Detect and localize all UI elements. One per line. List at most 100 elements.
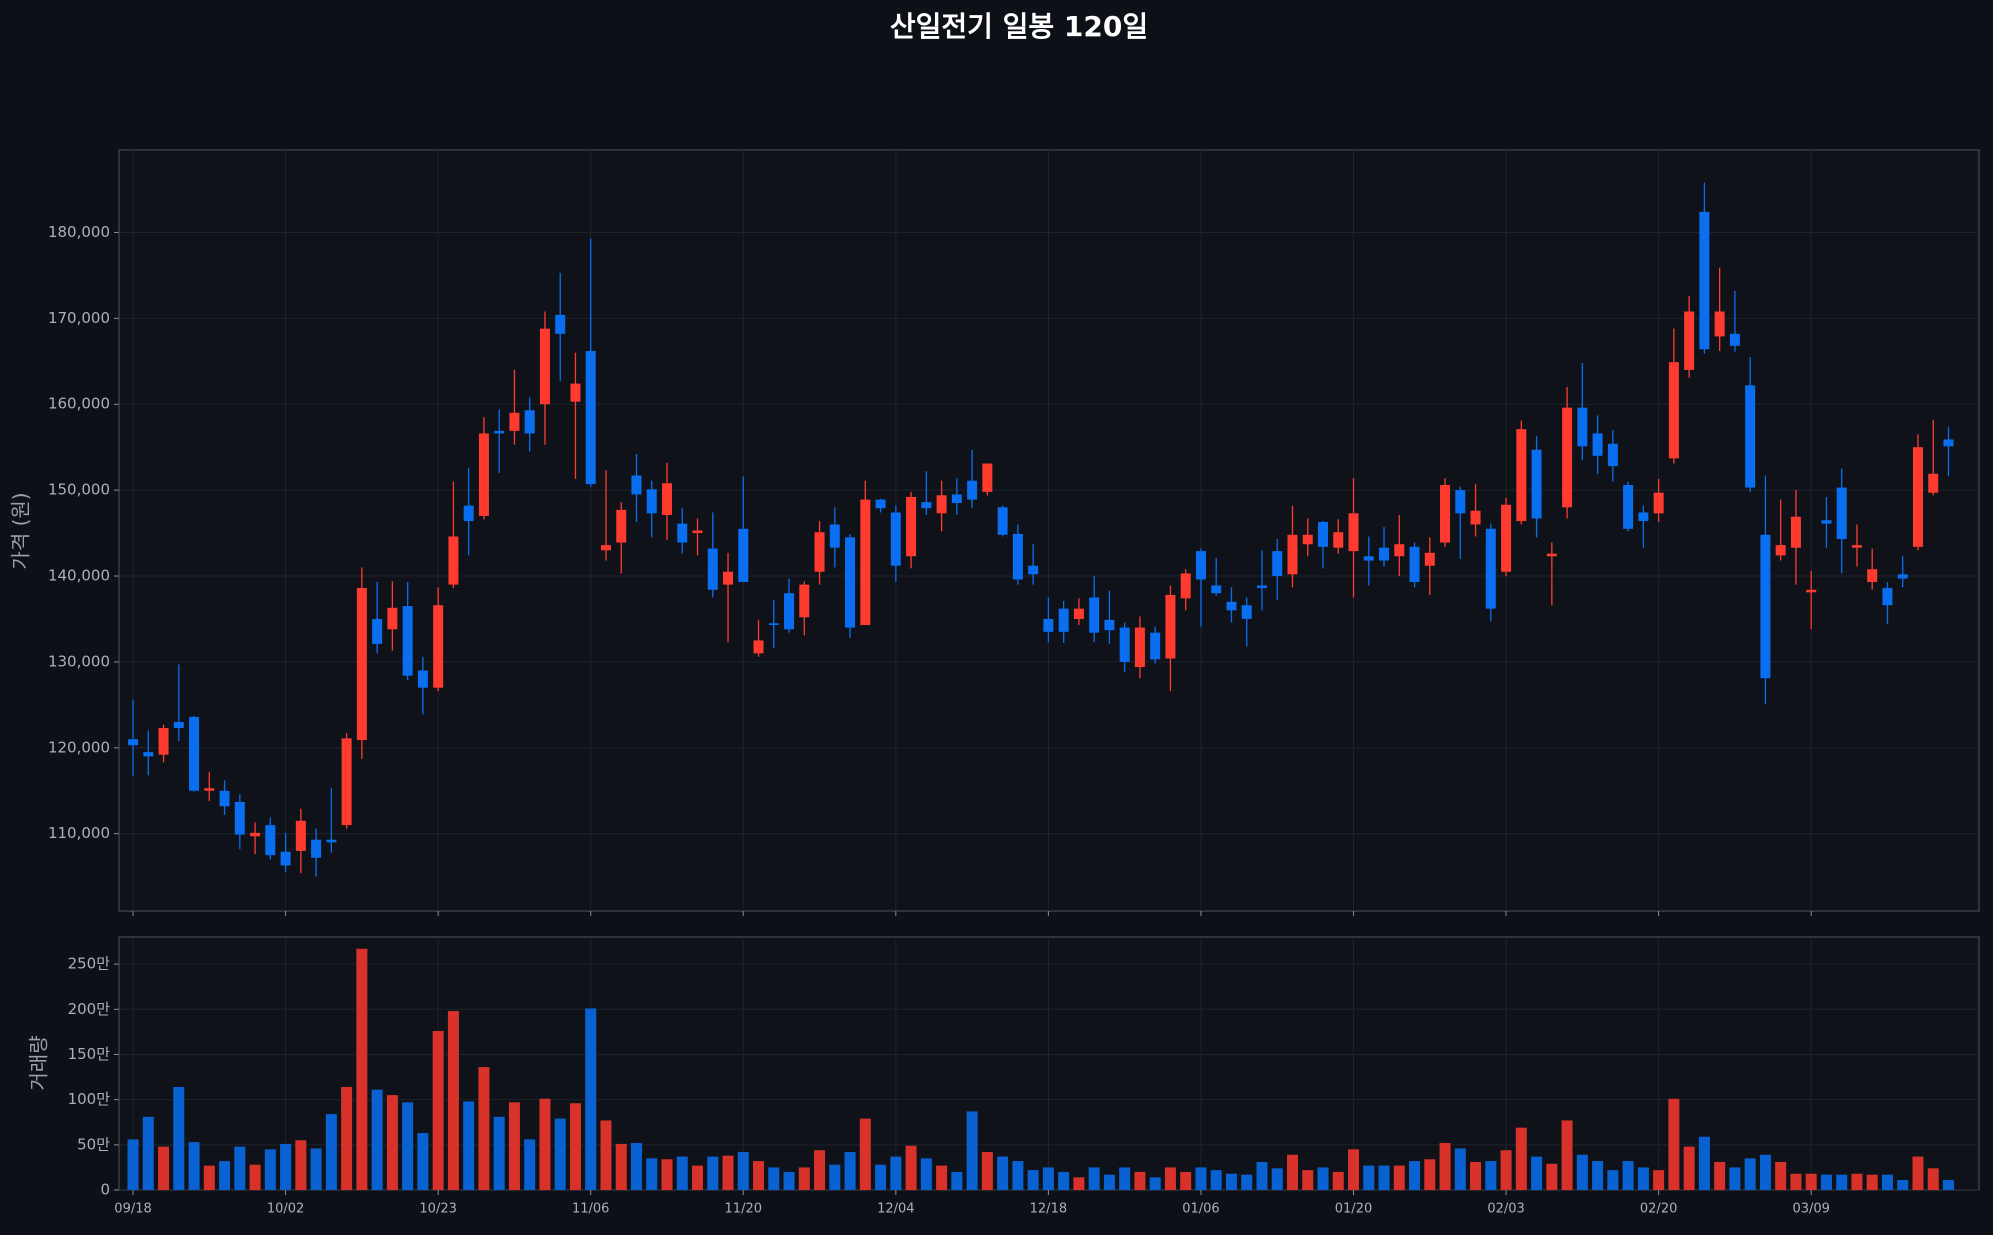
volume-bar — [661, 1159, 673, 1190]
volume-bar — [188, 1142, 200, 1190]
volume-bar — [1439, 1143, 1451, 1190]
candle-body — [1058, 608, 1069, 632]
candle-body — [1089, 597, 1100, 633]
candle-body — [906, 497, 917, 557]
y-tick-label: 200만 — [68, 1000, 111, 1018]
candle-body — [1256, 585, 1267, 589]
volume-bar — [417, 1133, 429, 1190]
volume-bar — [539, 1098, 551, 1190]
volume-bar — [1073, 1177, 1085, 1190]
volume-bar — [1805, 1173, 1817, 1190]
volume-bar — [1668, 1098, 1680, 1190]
volume-bar — [1592, 1161, 1604, 1190]
candle-body — [158, 728, 169, 755]
volume-bar — [280, 1143, 292, 1190]
price-panel — [118, 149, 1980, 912]
candle-body — [1546, 553, 1557, 557]
candle-body — [1470, 510, 1481, 525]
candle-body — [1455, 490, 1466, 514]
volume-bar — [142, 1116, 154, 1190]
candle-body — [295, 820, 306, 851]
candle-body — [753, 640, 764, 654]
candle-body — [1714, 311, 1725, 337]
candle-body — [1867, 569, 1878, 583]
candle-body — [875, 499, 886, 509]
candle-body — [1073, 608, 1084, 619]
volume-bar — [1942, 1180, 1954, 1190]
candle-body — [890, 512, 901, 566]
candle-body — [845, 537, 856, 628]
candle-body — [1806, 589, 1817, 593]
candle-body — [1119, 627, 1130, 662]
candle-body — [738, 528, 749, 583]
y-tick-label: 100만 — [68, 1090, 111, 1108]
volume-bar — [692, 1165, 704, 1190]
candle-body — [1607, 443, 1618, 467]
candle-body — [1577, 407, 1588, 447]
candle-body — [570, 383, 581, 402]
y-tick-label: 250만 — [68, 955, 111, 973]
candle-body — [692, 530, 703, 534]
volume-bar — [569, 1103, 581, 1190]
candle-body — [387, 607, 398, 630]
volume-bar — [1210, 1170, 1222, 1190]
volume-bar — [1836, 1174, 1848, 1190]
volume-bar — [1195, 1167, 1207, 1190]
volume-bar — [295, 1140, 307, 1190]
candle-body — [1043, 618, 1054, 632]
volume-bar — [1180, 1171, 1192, 1190]
candle-body — [189, 716, 200, 791]
volume-bar — [249, 1164, 261, 1190]
candle-body — [524, 410, 535, 434]
volume-bar — [1744, 1158, 1756, 1190]
candle-body — [1623, 484, 1634, 529]
candle-body — [1241, 605, 1252, 619]
volume-bar — [356, 948, 368, 1190]
candle-body — [799, 584, 810, 618]
candle-body — [1440, 484, 1451, 543]
candle-body — [646, 489, 657, 514]
candle-body — [707, 548, 718, 590]
candle-body — [555, 314, 566, 334]
candle-body — [1699, 211, 1710, 350]
candle-body — [616, 509, 627, 543]
candle-body — [1592, 433, 1603, 456]
y-tick-label: 0 — [100, 1181, 110, 1199]
candle-body — [1028, 565, 1039, 575]
candle-body — [173, 722, 184, 729]
candle-body — [631, 475, 642, 495]
candle-body — [860, 499, 871, 625]
x-tick-label: 01/20 — [1335, 1202, 1372, 1217]
candle-body — [1272, 551, 1283, 577]
candle-body — [1684, 311, 1695, 370]
volume-bar — [1058, 1171, 1070, 1190]
volume-bar — [1683, 1146, 1695, 1190]
volume-bar — [203, 1165, 215, 1190]
volume-bar — [1881, 1174, 1893, 1190]
volume-bar — [646, 1158, 658, 1190]
candle-body — [1851, 545, 1862, 548]
candle-body — [1775, 545, 1786, 556]
volume-bar — [600, 1120, 612, 1190]
volume-bar — [890, 1156, 902, 1190]
volume-bar — [1470, 1161, 1482, 1190]
volume-bar — [966, 1111, 978, 1190]
volume-bar — [1698, 1136, 1710, 1190]
candle-body — [204, 788, 215, 791]
candle-body — [814, 532, 825, 572]
candle-body — [723, 571, 734, 585]
candle-body — [219, 790, 230, 807]
candle-body — [250, 832, 261, 837]
candle-body — [326, 839, 337, 843]
volume-bar — [1607, 1170, 1619, 1190]
volume-bar — [1729, 1167, 1741, 1190]
volume-bar — [478, 1067, 490, 1190]
volume-bar — [341, 1086, 353, 1190]
volume-bar — [737, 1152, 749, 1190]
volume-bar — [829, 1164, 841, 1190]
volume-bar — [1332, 1171, 1344, 1190]
x-tick-label: 12/04 — [877, 1202, 914, 1217]
candle-body — [1912, 447, 1923, 547]
chart-title: 산일전기 일봉 120일 — [890, 10, 1148, 43]
